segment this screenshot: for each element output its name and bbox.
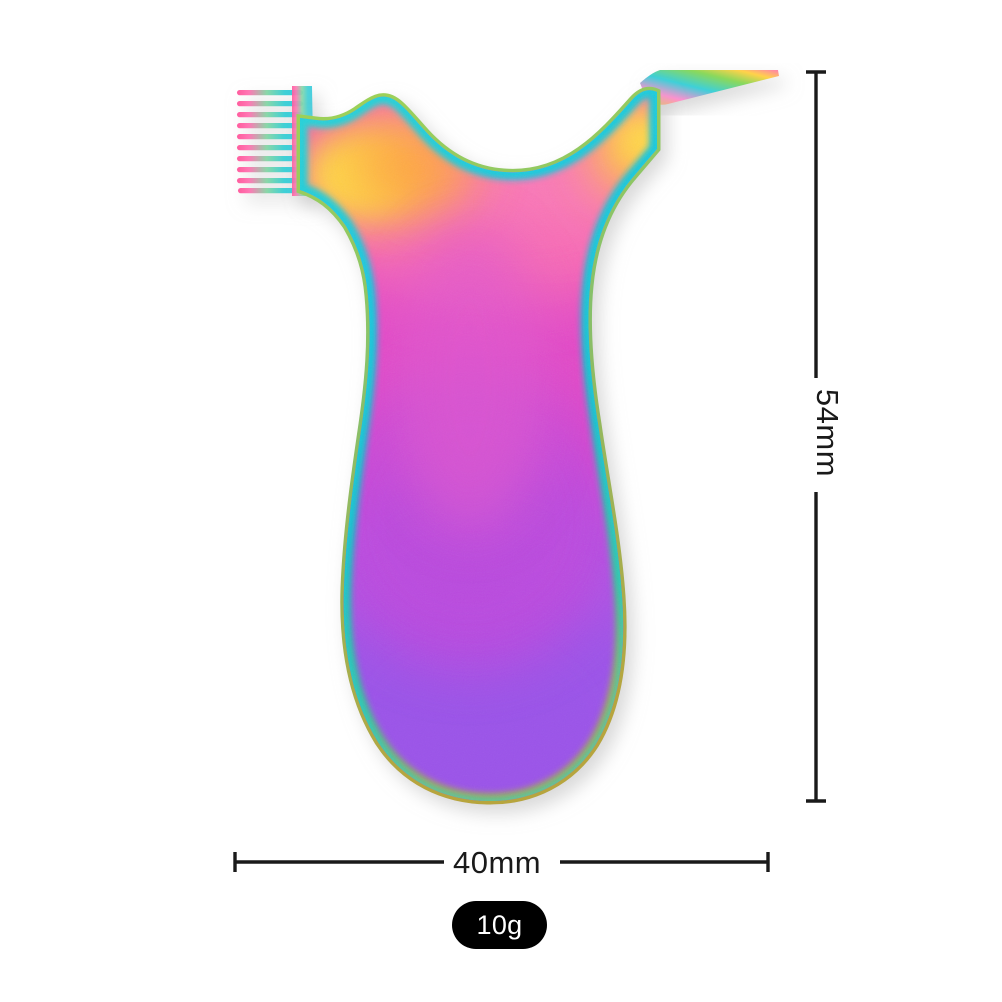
tool-body	[296, 86, 661, 805]
width-dimension-line	[233, 852, 770, 872]
pointed-spike	[640, 70, 779, 105]
weight-badge: 10g	[452, 901, 547, 949]
weight-badge-label: 10g	[476, 909, 523, 940]
height-dimension-label: 54mm	[810, 388, 846, 478]
width-dimension-label: 40mm	[453, 845, 542, 880]
comb-tooth	[237, 90, 303, 194]
height-dimension-line	[806, 70, 826, 803]
